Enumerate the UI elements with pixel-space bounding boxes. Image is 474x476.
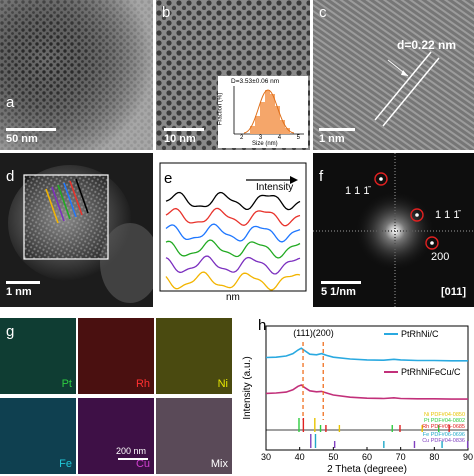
d-spacing-label: d=0.22 nm	[397, 38, 457, 52]
line-scan-plot	[159, 162, 307, 292]
panel-d-scale-label: 1 nm	[6, 286, 32, 298]
size-histogram-inset: D=3.53±0.06 nm Fraction (%) 2 3 4 5 Size…	[217, 76, 308, 148]
xrd-series-line	[265, 347, 468, 362]
reference-label: Fe PDF#06-0696	[423, 432, 465, 438]
panel-c-scalebar	[319, 128, 355, 131]
panel-b-letter: b	[162, 4, 171, 21]
hist-bar	[255, 116, 260, 134]
panel-b: b D=3.53±0.06 nm Fraction (%) 2 3 4 5 Si…	[156, 0, 310, 150]
line-scan-profile	[165, 191, 301, 211]
panel-h-letter: h	[258, 317, 267, 334]
panel-a: a 50 nm	[0, 0, 153, 150]
xrd-chart: Intensity (a.u.) 30 40 50 60 70 80 90 2 Theta (d…	[242, 325, 473, 475]
panel-a-scalebar	[6, 128, 56, 131]
spot-label: 200	[431, 251, 450, 263]
hist-bar	[285, 128, 290, 134]
zone-axis-label: [011]	[441, 286, 467, 298]
panel-e: e Intensity nm	[156, 153, 310, 307]
inset-plot	[233, 86, 304, 135]
map-ni-label: Ni	[217, 378, 228, 390]
panel-h: Intensity (a.u.) 30 40 50 60 70 80 90 2 Theta (d…	[236, 312, 474, 476]
hist-bar	[265, 90, 270, 134]
intensity-arrow-label: Intensity	[256, 182, 294, 193]
inset-xticks: 2 3 4 5	[240, 135, 300, 141]
panel-f-scale-label: 5 1/nm	[321, 286, 356, 298]
x-tick-label: 60	[362, 452, 372, 462]
panel-a-letter: a	[6, 94, 15, 111]
panel-f-letter: f	[319, 168, 324, 185]
x-axis-label: 2 Theta (degreee)	[327, 464, 407, 475]
map-fe: Fe	[0, 398, 76, 474]
map-mix-label: Mix	[210, 458, 228, 470]
x-tick-label: 80	[429, 452, 439, 462]
haadf-image-d	[8, 165, 153, 303]
map-rh-label: Rh	[135, 378, 150, 390]
spot-label: 1 1 1̄	[435, 209, 460, 221]
x-tick-label: 50	[328, 452, 338, 462]
panel-d-letter: d	[6, 168, 15, 185]
reference-label: Cu PDF#04-0836	[422, 438, 465, 444]
tem-image-a	[0, 0, 153, 150]
map-pt: Pt	[0, 318, 76, 394]
x-tick-label: 70	[396, 452, 406, 462]
map-cu: Cu 200 nm	[78, 398, 154, 474]
x-tick-label: 40	[295, 452, 305, 462]
inset-xtick: 2	[240, 135, 244, 141]
peak-label: (111)	[293, 328, 313, 338]
reference-label: Rh PDF#05-0685	[422, 424, 465, 430]
map-pt-label: Pt	[61, 378, 72, 390]
x-tick-label: 90	[463, 452, 473, 462]
panel-c-scale-label: 1 nm	[319, 133, 345, 145]
inset-xtick: 4	[277, 135, 282, 141]
map-cu-label: Cu	[135, 458, 150, 470]
hrtem-image-c	[313, 0, 474, 150]
map-rh: Rh	[78, 318, 154, 394]
panel-g-scale-label: 200 nm	[116, 446, 147, 456]
panel-e-letter: e	[164, 170, 173, 187]
panel-f: f 1 1 1̄ 1 1 1̄ 200 5 1/nm [011]	[313, 153, 474, 307]
map-mix: Mix	[156, 398, 232, 474]
panel-f-scalebar	[321, 281, 361, 284]
hist-bar	[275, 106, 280, 134]
line-scan-profile	[165, 207, 301, 227]
peak-label: (200)	[313, 328, 334, 338]
y-axis-label: Intensity (a.u.)	[242, 356, 253, 419]
panel-c-letter: c	[319, 4, 327, 21]
hist-bar	[270, 94, 275, 134]
panel-b-scalebar	[164, 128, 204, 131]
map-ni: Ni	[156, 318, 232, 394]
panel-e-xlabel: nm	[226, 292, 240, 303]
hist-bar	[250, 126, 255, 134]
inset-xtick: 3	[258, 135, 263, 141]
hist-bar	[280, 120, 285, 134]
reference-label: Pt PDF#04-0802	[424, 418, 465, 424]
panel-d: d 1 nm	[0, 153, 153, 307]
panel-c: c d=0.22 nm 1 nm	[313, 0, 474, 150]
legend-label: PtRhNiFeCu/C	[401, 367, 461, 377]
panel-d-scalebar	[6, 281, 40, 284]
fft-pattern	[313, 153, 474, 307]
spot-label: 1 1 1̄	[345, 185, 370, 197]
line-scan-profile	[165, 271, 301, 291]
line-scan-profile	[165, 223, 301, 243]
panel-b-scale-label: 10 nm	[164, 133, 196, 145]
legend-label: PtRhNi/C	[401, 329, 439, 339]
panel-g: Pt Rh Ni Fe Cu 200 nm Mix g	[0, 312, 232, 476]
hist-bar	[260, 102, 265, 134]
panel-g-scalebar	[118, 458, 148, 460]
inset-ylabel: Fraction (%)	[217, 92, 224, 126]
x-tick-label: 30	[261, 452, 271, 462]
inset-mean-label: D=3.53±0.06 nm	[231, 78, 280, 85]
map-fe-label: Fe	[59, 458, 72, 470]
line-scan-profile	[165, 239, 301, 259]
inset-xtick: 5	[296, 135, 300, 141]
reference-label: Ni PDF#04-0850	[424, 412, 465, 418]
panel-g-letter: g	[6, 323, 15, 340]
xrd-series-line	[265, 384, 468, 400]
selection-box	[23, 174, 109, 260]
line-scan-profile	[165, 255, 301, 275]
inset-xlabel: Size (nm)	[252, 141, 278, 147]
panel-a-scale-label: 50 nm	[6, 133, 38, 145]
